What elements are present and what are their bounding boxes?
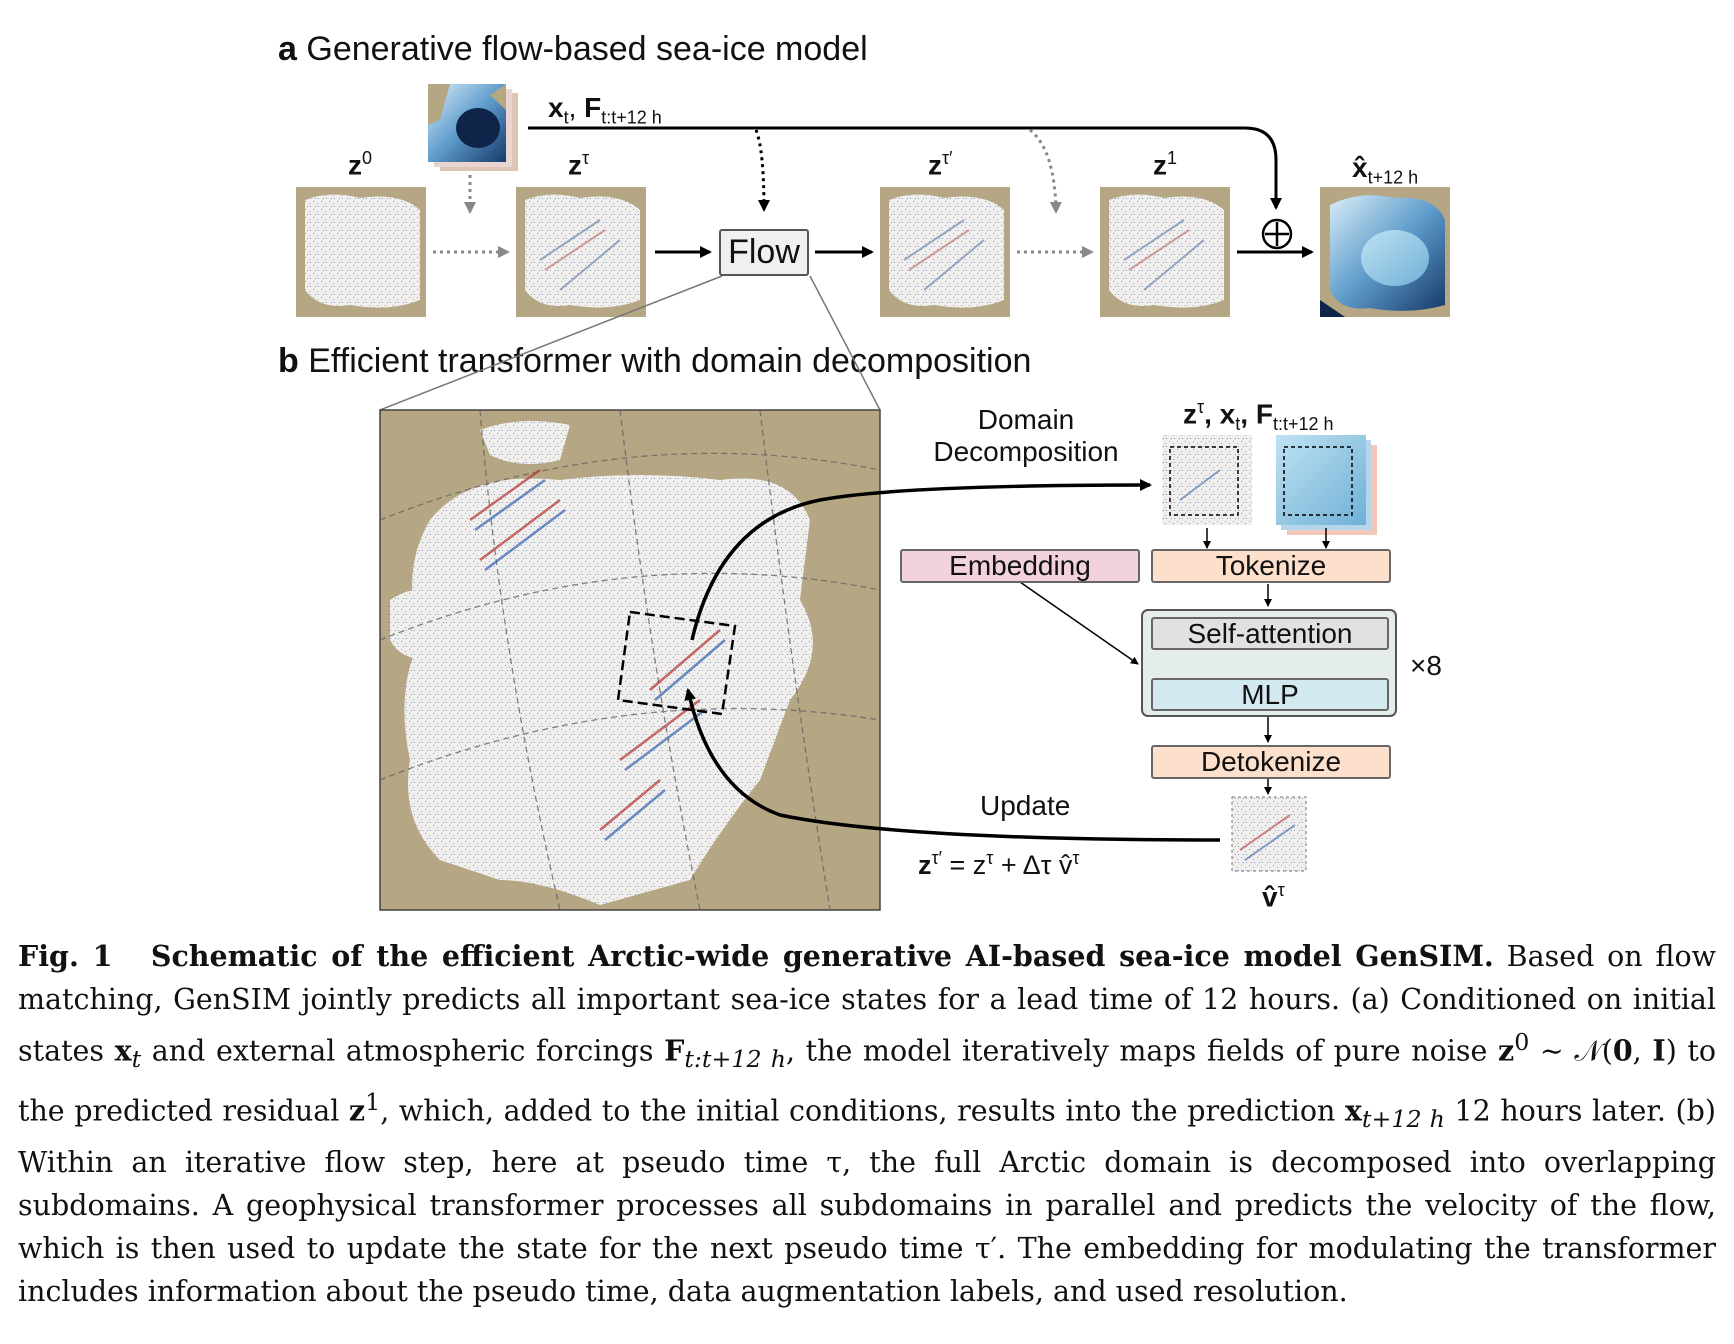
panel-a-title-text: Generative flow-based sea-ice model [306, 30, 868, 68]
detokenize-box: Detokenize [1151, 745, 1391, 779]
self-attention-box: Self-attention [1151, 617, 1389, 650]
conditioning-arrow-2 [1029, 128, 1062, 214]
panel-b-letter: b [278, 342, 299, 380]
F-symbol: F [584, 92, 602, 123]
tokenize-box: Tokenize [1151, 549, 1391, 583]
domain-decomposition-line1: Domain [977, 404, 1075, 435]
update-equation: zτ′ = zτ + Δτ v̂τ [918, 848, 1080, 880]
domain-decomposition-arrow [690, 479, 1152, 641]
subdomain-state-input [1276, 435, 1377, 535]
prediction-label: x̂t+12 h [1352, 152, 1419, 188]
update-arrow [684, 688, 1221, 842]
z0-label: z0 [348, 148, 373, 181]
x-symbol: x [548, 92, 564, 123]
flow-box: Flow [719, 229, 809, 276]
z0-field [296, 187, 426, 317]
x-subscript: t [563, 107, 569, 128]
domain-decomposition-label: Domain Decomposition [926, 404, 1126, 468]
z1-field [1100, 187, 1230, 317]
velocity-output [1231, 796, 1307, 872]
figure-graphics [296, 84, 1450, 911]
F-subscript: t:t+12 h [601, 107, 662, 128]
conditioning-arrow-flow [754, 129, 770, 212]
transformer-inputs-label: zτ, xt, Ft:t+12 h [1183, 397, 1334, 434]
panel-a-title: a Generative flow-based sea-ice model [278, 30, 868, 69]
input-state-thumbnail [428, 84, 518, 171]
embedding-box: Embedding [900, 549, 1140, 583]
velocity-label: v̂τ [1262, 880, 1285, 913]
caption-title: Schematic of the efficient Arctic-wide g… [150, 939, 1494, 973]
ztau-field [516, 187, 646, 317]
mlp-box: MLP [1151, 678, 1389, 711]
ztau-prime-field [880, 187, 1010, 317]
panel-b-title-text: Efficient transformer with domain decomp… [308, 342, 1032, 380]
skip-connection-arrow [528, 126, 1282, 210]
repeat-count: ×8 [1410, 650, 1442, 681]
figure-caption: Fig. 1 Schematic of the efficient Arctic… [18, 939, 1717, 1309]
ztau-label: zτ [568, 148, 590, 181]
subdomain-noise-input [1162, 435, 1252, 525]
domain-decomposition-line2: Decomposition [933, 436, 1119, 467]
ztau-prime-label: zτ′ [928, 148, 953, 181]
panel-a-letter: a [278, 30, 297, 68]
update-label: Update [980, 790, 1071, 821]
embedding-arrow [1019, 581, 1139, 665]
z1-label: z1 [1153, 148, 1178, 181]
panel-b-title: b Efficient transformer with domain deco… [278, 342, 1031, 381]
arctic-map [379, 409, 881, 911]
input-state-label: xt, Ft:t+12 h [548, 92, 662, 128]
caption-fig-label: Fig. 1 [18, 939, 113, 973]
prediction-field [1320, 187, 1450, 317]
